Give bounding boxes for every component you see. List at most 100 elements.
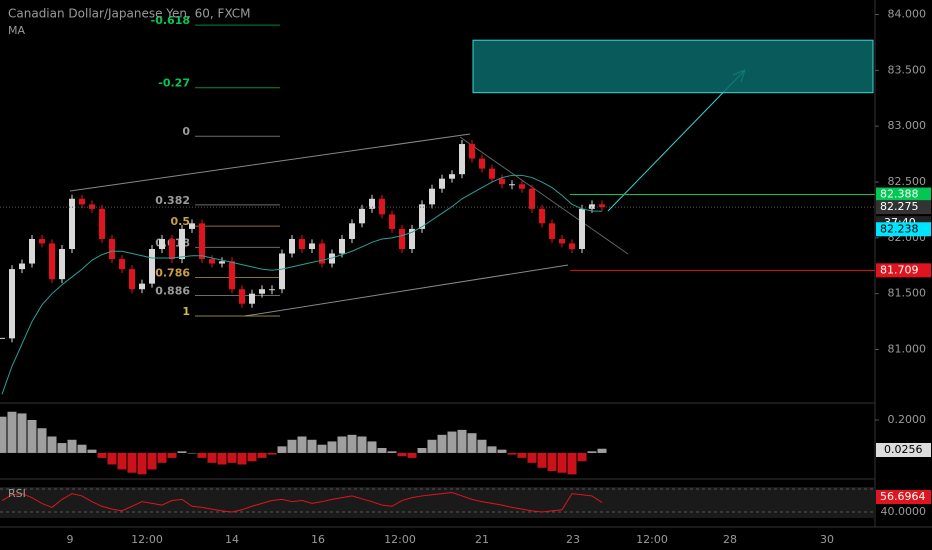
oscillator-bar bbox=[37, 428, 47, 453]
oscillator-bar bbox=[467, 433, 477, 453]
y-tick-label: 0.2000 bbox=[888, 413, 927, 426]
candle bbox=[469, 144, 475, 159]
price-tag bbox=[876, 263, 931, 278]
candle bbox=[229, 261, 235, 290]
chart-title: Canadian Dollar/Japanese Yen, 60, FXCM bbox=[8, 7, 251, 21]
oscillator-bar bbox=[307, 439, 317, 453]
oscillator-bar bbox=[357, 436, 367, 453]
marks: 81.00081.50082.00082.50083.00083.50084.0… bbox=[0, 8, 931, 546]
candle bbox=[99, 208, 105, 239]
candle bbox=[539, 208, 545, 224]
oscillator-bar bbox=[317, 444, 327, 453]
candle bbox=[369, 198, 375, 209]
y-tick-label: 40.0000 bbox=[881, 505, 927, 518]
candle bbox=[9, 269, 15, 339]
oscillator-bar bbox=[247, 452, 257, 462]
fib-label: 1 bbox=[182, 305, 190, 318]
candle bbox=[239, 289, 245, 304]
oscillator-bar bbox=[557, 452, 567, 473]
oscillator-bar bbox=[67, 439, 77, 453]
x-tick-label: 9 bbox=[67, 533, 74, 546]
oscillator-bar bbox=[197, 452, 207, 458]
candle bbox=[359, 208, 365, 224]
candle bbox=[29, 238, 35, 264]
price-tag-label: 81.709 bbox=[880, 263, 919, 276]
candle bbox=[319, 243, 325, 264]
candle bbox=[79, 198, 85, 205]
candle bbox=[289, 238, 295, 254]
candle bbox=[459, 144, 465, 175]
candle bbox=[339, 238, 345, 254]
candle bbox=[479, 158, 485, 169]
oscillator-bar bbox=[327, 441, 337, 453]
oscillator-bar bbox=[207, 452, 217, 463]
oscillator-bar bbox=[577, 452, 587, 462]
y-tick-label: 82.500 bbox=[888, 175, 927, 188]
x-tick-label: 12:00 bbox=[636, 533, 668, 546]
oscillator-bar bbox=[87, 449, 97, 453]
price-tag bbox=[876, 187, 931, 202]
candle bbox=[579, 208, 585, 250]
y-tick-label: 83.500 bbox=[888, 63, 927, 76]
rsi-band bbox=[0, 487, 875, 518]
price-tag-label: 56.6964 bbox=[880, 490, 926, 503]
price-tag bbox=[876, 200, 931, 215]
candle bbox=[489, 168, 495, 179]
oscillator-bar bbox=[177, 451, 187, 453]
x-tick-label: 30 bbox=[820, 533, 834, 546]
candle bbox=[119, 259, 125, 270]
oscillator-bar bbox=[397, 452, 407, 457]
candle bbox=[329, 253, 335, 264]
oscillator-bar bbox=[537, 452, 547, 468]
candle bbox=[279, 253, 285, 290]
price-tag bbox=[876, 222, 931, 237]
fib-label: 0 bbox=[182, 125, 190, 138]
target-zone bbox=[472, 39, 874, 94]
oscillator-bar bbox=[457, 429, 467, 453]
candle bbox=[589, 204, 595, 209]
oscillator-bar bbox=[297, 436, 307, 453]
candle bbox=[59, 249, 65, 280]
candle bbox=[209, 259, 215, 264]
oscillator-bar bbox=[527, 452, 537, 463]
oscillator-bar bbox=[347, 434, 357, 453]
oscillator-bar bbox=[547, 452, 557, 472]
candle bbox=[309, 243, 315, 250]
oscillator-bar bbox=[127, 452, 137, 473]
candle bbox=[149, 249, 155, 284]
oscillator-bar bbox=[367, 441, 377, 453]
oscillator-bar bbox=[157, 452, 167, 463]
oscillator-bar bbox=[97, 452, 107, 458]
oscillator-bar bbox=[277, 446, 287, 453]
oscillator-bar bbox=[587, 451, 597, 453]
candle bbox=[189, 223, 195, 229]
oscillator-bar bbox=[597, 448, 607, 453]
candle bbox=[219, 261, 225, 264]
oscillator-bar bbox=[27, 419, 37, 453]
candle bbox=[429, 188, 435, 205]
candle bbox=[519, 184, 525, 189]
candle bbox=[19, 263, 25, 270]
price-tag bbox=[876, 490, 931, 504]
oscillator-bar bbox=[477, 439, 487, 453]
candle bbox=[109, 238, 115, 260]
x-tick-label: 16 bbox=[311, 533, 325, 546]
oscillator-bar bbox=[137, 452, 147, 475]
channel-line bbox=[244, 264, 569, 317]
x-tick-label: 12:00 bbox=[384, 533, 416, 546]
candle bbox=[89, 204, 95, 209]
fib-label: -0.618 bbox=[151, 14, 190, 27]
x-tick-label: 12:00 bbox=[131, 533, 163, 546]
candle bbox=[529, 188, 535, 209]
oscillator-bar bbox=[417, 448, 427, 453]
rsi-line bbox=[1, 491, 603, 513]
candle bbox=[259, 289, 265, 294]
oscillator-bar bbox=[237, 452, 247, 465]
fib-label: -0.27 bbox=[158, 77, 190, 90]
oscillator-bar bbox=[227, 452, 237, 463]
oscillator-bar bbox=[167, 452, 177, 458]
candle bbox=[49, 243, 55, 280]
y-tick-label: 81.500 bbox=[888, 287, 927, 300]
x-tick-label: 21 bbox=[475, 533, 489, 546]
oscillator-bar bbox=[267, 452, 277, 455]
